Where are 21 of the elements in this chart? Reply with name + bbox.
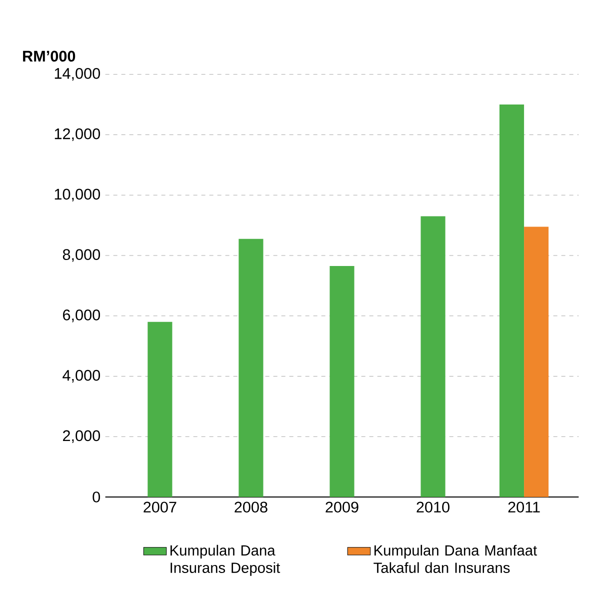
y-tick-label: 10,000 xyxy=(54,188,100,202)
bar xyxy=(524,226,549,497)
y-tick-label: 0 xyxy=(92,492,100,502)
x-tick-label: 2007 xyxy=(144,502,176,513)
x-tick-label: 2011 xyxy=(508,502,540,513)
bar xyxy=(330,266,354,497)
bar xyxy=(148,322,172,497)
x-tick-label: 2008 xyxy=(234,502,268,513)
y-tick-label: 12,000 xyxy=(54,128,100,142)
legend-label: Kumpulan Dana Insurans Deposit xyxy=(170,544,280,576)
y-tick-label: 2,000 xyxy=(63,430,100,443)
y-tick-label: 4,000 xyxy=(62,370,100,383)
bar xyxy=(420,216,446,497)
x-tick-label: 2009 xyxy=(326,502,358,513)
bar xyxy=(238,238,264,497)
y-tick-label: 6,000 xyxy=(63,310,100,322)
y-tick-label: 8,000 xyxy=(62,249,100,262)
y-axis-title: RM’000 xyxy=(23,50,76,62)
y-tick-label: 14,000 xyxy=(54,68,100,81)
legend-label: Kumpulan Dana Manfaat Takaful dan Insurans xyxy=(374,544,538,573)
x-tick-label: 2010 xyxy=(416,502,450,513)
